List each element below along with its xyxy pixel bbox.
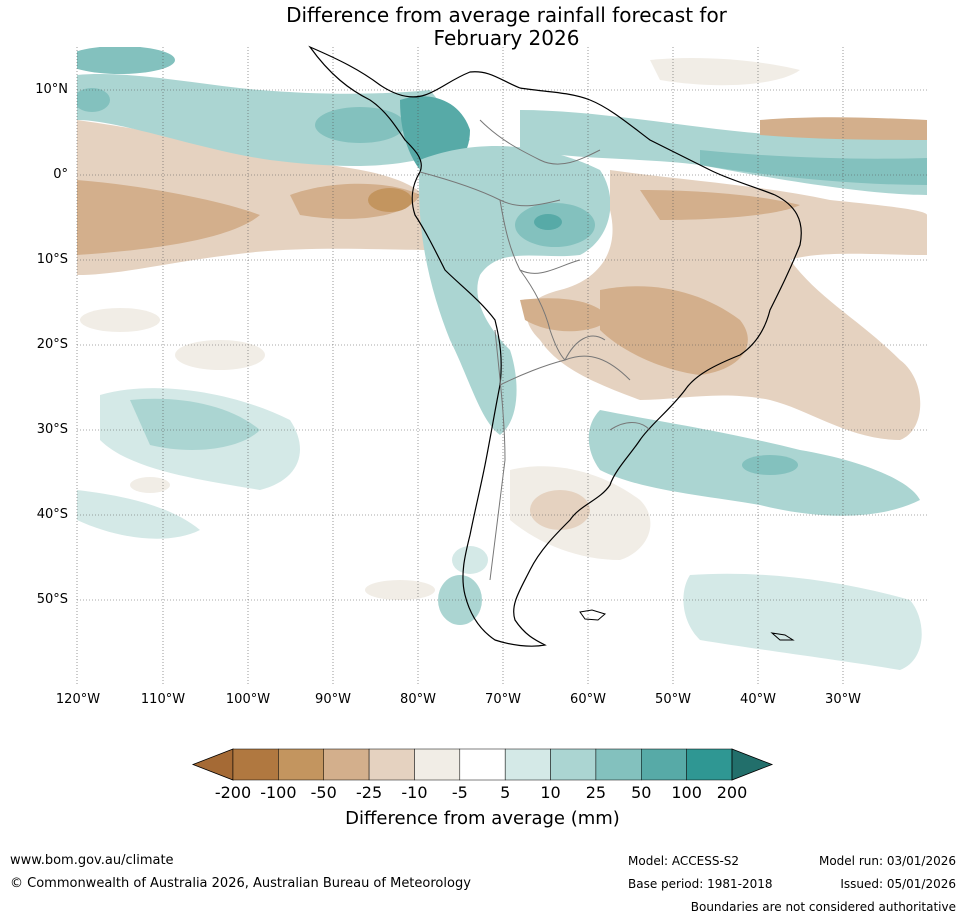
lat-label-30s: 30°S xyxy=(36,422,68,437)
lon-label-30w: 30°W xyxy=(825,692,861,707)
wet-region-itcz-pacific xyxy=(77,73,470,166)
country-borders xyxy=(419,119,651,581)
lat-label-20s: 20°S xyxy=(36,337,68,352)
colorbar-tick-label: -200 xyxy=(214,783,252,802)
colorbar-segment xyxy=(550,748,597,781)
south-america-coastline xyxy=(308,45,802,647)
anomaly-fields xyxy=(77,47,927,685)
lon-label-50w: 50°W xyxy=(655,692,691,707)
lat-label-50s: 50°S xyxy=(36,592,68,607)
colorbar-extension-high xyxy=(731,748,774,781)
colorbar-segment xyxy=(368,748,415,781)
lon-label-90w: 90°W xyxy=(315,692,351,707)
lat-label-10s: 10°S xyxy=(36,252,68,267)
falkland-islands xyxy=(579,609,607,621)
colorbar-segment xyxy=(323,748,370,781)
colorbar-tick-label: -10 xyxy=(401,783,428,802)
colorbar-extension-low xyxy=(191,748,234,781)
colorbar-segment xyxy=(504,748,551,781)
chart-title: Difference from average rainfall forecas… xyxy=(0,4,965,50)
colorbar-segment xyxy=(278,748,324,781)
lon-label-80w: 80°W xyxy=(400,692,436,707)
colorbar-segment xyxy=(641,748,687,781)
colorbar-tick-label: -100 xyxy=(260,783,297,802)
title-line-2: February 2026 xyxy=(433,26,580,50)
lon-label-60w: 60°W xyxy=(570,692,606,707)
colorbar-tick-label: 200 xyxy=(716,783,748,802)
title-line-1: Difference from average rainfall forecas… xyxy=(286,3,727,27)
colorbar-tick-label: -50 xyxy=(310,783,337,802)
colorbar-segment xyxy=(459,748,506,781)
issued-date: Issued: 05/01/2026 xyxy=(840,877,956,891)
colorbar-segment xyxy=(595,748,642,781)
dry-region-brazil xyxy=(526,170,927,440)
colorbar-tick-label: 5 xyxy=(500,783,511,802)
model-run-date: Model run: 03/01/2026 xyxy=(818,854,956,868)
lat-label-0: 0° xyxy=(53,167,68,182)
colorbar-segment xyxy=(232,748,279,781)
boundaries-disclaimer: Boundaries are not considered authoritat… xyxy=(690,900,956,914)
lon-label-120w: 120°W xyxy=(55,692,101,707)
model-name: Model: ACCESS-S2 xyxy=(628,854,740,868)
colorbar-tick-label: 10 xyxy=(540,783,561,802)
colorbar-tick-label: 25 xyxy=(585,783,607,802)
lon-label-70w: 70°W xyxy=(485,692,521,707)
dry-core-east-pacific xyxy=(77,180,260,255)
south-georgia xyxy=(770,632,795,641)
colorbar-tick-label: 100 xyxy=(671,783,702,802)
lat-label-40s: 40°S xyxy=(36,507,68,522)
colorbar-tick-label: -25 xyxy=(356,783,383,802)
colorbar-tick-label: 50 xyxy=(631,783,652,802)
colorbar-title: Difference from average (mm) xyxy=(345,808,620,829)
colorbar xyxy=(191,748,774,781)
lat-label-10n: 10°N xyxy=(35,82,68,97)
colorbar-segment xyxy=(414,748,461,781)
lon-label-100w: 100°W xyxy=(225,692,271,707)
dry-core-central-brazil xyxy=(600,286,748,375)
website-link[interactable]: www.bom.gov.au/climate xyxy=(10,853,174,868)
lon-label-110w: 110°W xyxy=(140,692,186,707)
graticule xyxy=(76,47,927,685)
copyright-text: © Commonwealth of Australia 2026, Austra… xyxy=(10,876,471,891)
colorbar-tick-label: -5 xyxy=(451,783,468,802)
colorbar-segment xyxy=(686,748,733,781)
base-period: Base period: 1981-2018 xyxy=(628,877,773,891)
lon-label-40w: 40°W xyxy=(740,692,776,707)
